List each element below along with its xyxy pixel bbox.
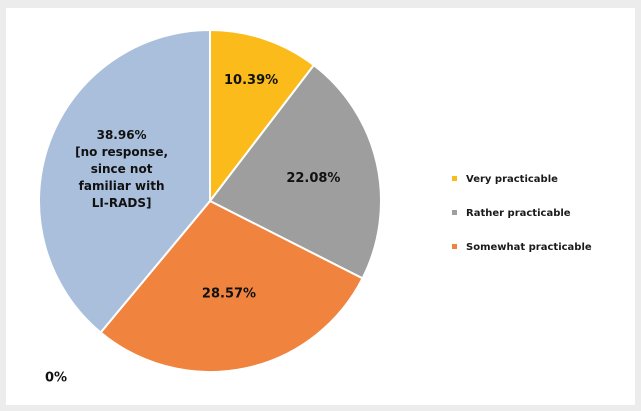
pie-slices [38, 28, 382, 373]
slice-labels: 10.39% 22.08% 28.57% 0% 38.96% [no response, s… [45, 73, 341, 386]
pie-slice-1 [208, 63, 382, 280]
slice-label-1: 22.08% [286, 171, 340, 186]
slice-label-2: 28.57% [202, 287, 256, 302]
slice-label-line: 22.08% [286, 171, 340, 186]
slice-label-line: since not [91, 162, 153, 176]
legend-label-1: Rather practicable [466, 208, 571, 219]
slice-label-line: 38.96% [97, 128, 147, 142]
pie-slice-2 [99, 199, 364, 373]
legend-label-0: Very practicable [466, 174, 558, 185]
pie-chart: 10.39% 22.08% 28.57% 0% 38.96% [no response, s… [38, 28, 592, 386]
legend-swatch-1 [452, 210, 457, 215]
pie-slice-0 [209, 28, 316, 204]
pie-slice-4 [38, 28, 211, 334]
legend-label-2: Somewhat practicable [466, 242, 592, 253]
slice-label-line: familiar with [79, 179, 165, 193]
slice-label-4: 38.96% [no response, since not familiar wit… [75, 128, 168, 210]
legend-swatch-2 [452, 244, 457, 249]
slice-label-line: 10.39% [224, 73, 278, 88]
legend-swatch-0 [452, 176, 457, 181]
slice-label-line: [no response, [75, 145, 168, 159]
slice-label-line: 28.57% [202, 287, 256, 302]
legend: Very practicable Rather practicable Somewh… [452, 174, 592, 253]
slice-label-3: 0% [45, 371, 67, 386]
chart-frame: 10.39% 22.08% 28.57% 0% 38.96% [no response, s… [6, 8, 635, 405]
slice-label-0: 10.39% [224, 73, 278, 88]
slice-label-line: LI-RADS] [92, 196, 152, 210]
slice-label-line: 0% [45, 371, 67, 386]
